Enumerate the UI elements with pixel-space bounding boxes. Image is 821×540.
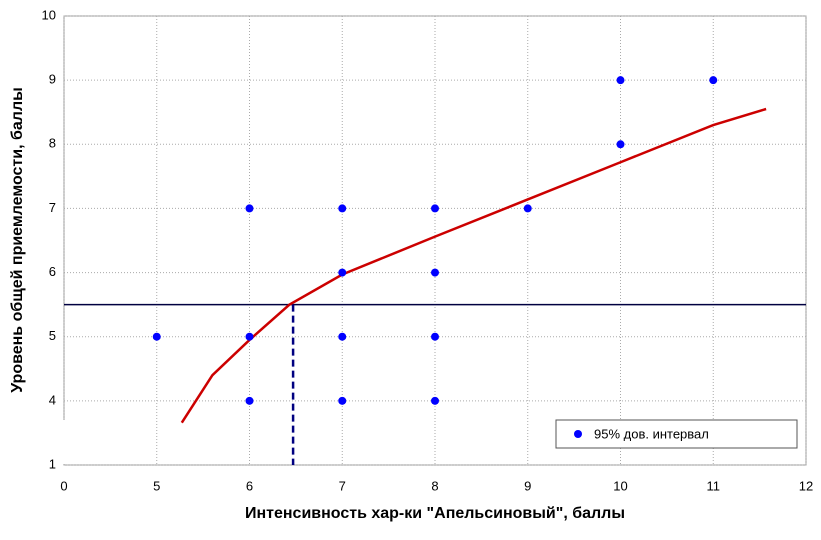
point (709, 76, 718, 85)
point (338, 332, 347, 341)
point (152, 332, 161, 341)
x-tick-label: 5 (153, 478, 160, 493)
point (245, 396, 254, 405)
axis-break (78, 470, 138, 508)
y-tick-label: 7 (49, 200, 56, 215)
point (616, 76, 625, 85)
x-tick-label: 7 (339, 478, 346, 493)
point (245, 332, 254, 341)
legend-label: 95% дов. интервал (594, 426, 709, 441)
x-tick-label: 6 (246, 478, 253, 493)
x-tick-label: 10 (613, 478, 627, 493)
point (616, 140, 625, 149)
point (245, 204, 254, 213)
y-tick-label: 9 (49, 72, 56, 87)
y-tick-label: 8 (49, 136, 56, 151)
plot-area (63, 15, 807, 466)
x-axis-label: Интенсивность хар-ки "Апельсиновый", бал… (245, 505, 625, 522)
axis-break (62, 420, 130, 464)
y-tick-label: 5 (49, 328, 56, 343)
point (431, 396, 439, 405)
x-tick-label: 9 (524, 478, 531, 493)
point (431, 268, 439, 277)
y-tick-label: 6 (49, 264, 56, 279)
x-tick-label: 11 (707, 478, 721, 493)
y-tick-label: 1 (49, 456, 56, 471)
legend-marker (574, 430, 582, 438)
point (338, 204, 347, 213)
point (338, 268, 347, 277)
y-axis-label: Уровень общей приемлемости, баллы (9, 87, 26, 393)
point (431, 332, 439, 341)
y-tick-label: 10 (42, 7, 56, 22)
legend (555, 419, 798, 449)
point (431, 204, 439, 213)
point (338, 396, 347, 405)
y-tick-label: 4 (49, 392, 56, 407)
fit-curve (180, 107, 767, 424)
point (523, 204, 532, 213)
x-tick-label: 8 (431, 478, 438, 493)
x-tick-label: 0 (60, 478, 67, 493)
x-tick-label: 12 (799, 478, 813, 493)
